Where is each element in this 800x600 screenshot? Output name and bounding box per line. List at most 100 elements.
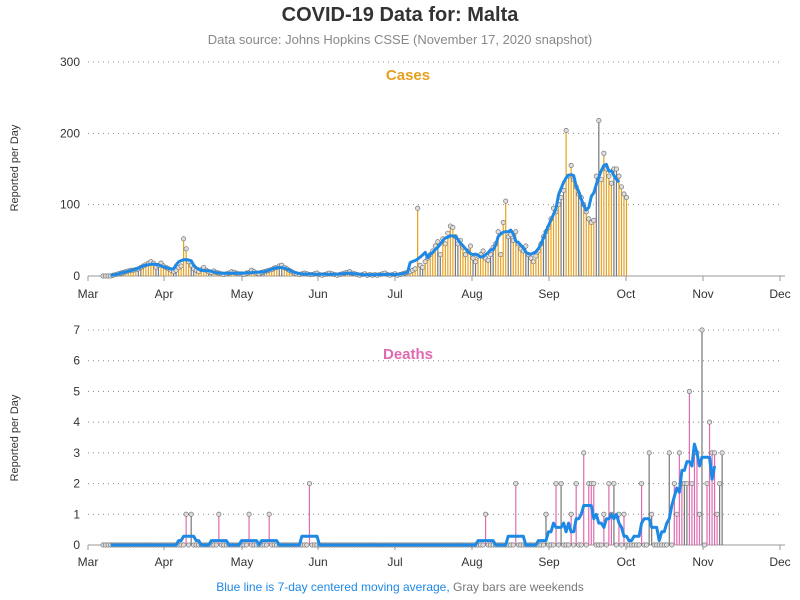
y-tick-label: 6: [73, 354, 80, 368]
x-tick-label: Aug: [461, 555, 482, 569]
chart-title: COVID-19 Data for: Malta: [281, 4, 519, 26]
data-point: [246, 511, 252, 517]
x-tick-label: Sep: [538, 287, 560, 301]
data-point: [578, 542, 584, 548]
data-point: [717, 481, 723, 487]
y-tick-label: 4: [73, 415, 80, 429]
data-point: [636, 542, 642, 548]
data-point: [558, 481, 564, 487]
data-point: [618, 184, 624, 190]
x-tick-label: Sep: [538, 555, 560, 569]
footnote-average-label: Blue line is 7-day centered moving avera…: [216, 580, 450, 594]
data-point: [603, 542, 609, 548]
data-point: [420, 264, 426, 270]
data-point: [719, 450, 725, 456]
data-point: [498, 252, 504, 258]
data-point: [608, 180, 614, 186]
panel-title: Cases: [386, 67, 430, 84]
data-point: [264, 542, 270, 548]
panel-title: Deaths: [383, 346, 433, 363]
data-point: [644, 542, 650, 548]
data-point: [480, 542, 486, 548]
data-point: [244, 542, 250, 548]
y-tick-label: 5: [73, 384, 80, 398]
data-point: [442, 241, 448, 247]
data-point: [415, 205, 421, 211]
data-point: [530, 259, 536, 265]
y-tick-label: 0: [73, 269, 80, 283]
data-point: [183, 511, 189, 517]
data-point: [712, 450, 718, 456]
data-point: [606, 173, 612, 179]
data-point: [213, 542, 219, 548]
y-axis-label: Reported per Day: [9, 124, 21, 211]
data-point: [684, 481, 690, 487]
data-point: [568, 162, 574, 168]
data-point: [571, 542, 577, 548]
y-tick-label: 300: [60, 55, 80, 69]
data-point: [601, 150, 607, 156]
data-point: [450, 224, 456, 230]
data-point: [613, 542, 619, 548]
data-point: [586, 216, 592, 222]
data-point: [649, 511, 655, 517]
data-point: [621, 191, 627, 197]
data-point: [696, 511, 702, 517]
y-tick-label: 1: [73, 507, 80, 521]
data-point: [467, 243, 473, 249]
x-tick-label: Jun: [308, 287, 327, 301]
data-point: [551, 542, 557, 548]
data-point: [618, 542, 624, 548]
data-point: [666, 450, 672, 456]
x-tick-label: May: [231, 555, 254, 569]
y-tick-label: 7: [73, 323, 80, 337]
data-point: [266, 511, 272, 517]
data-point: [664, 542, 670, 548]
data-point: [553, 481, 559, 487]
data-point: [186, 542, 192, 548]
data-point: [435, 239, 441, 245]
y-tick-label: 3: [73, 446, 80, 460]
data-point: [598, 542, 604, 548]
data-point: [181, 236, 187, 242]
data-point: [702, 542, 708, 548]
x-tick-label: Nov: [692, 555, 713, 569]
x-tick-label: Nov: [692, 287, 713, 301]
data-point: [306, 481, 312, 487]
x-tick-label: Aug: [461, 287, 482, 301]
data-point: [601, 511, 607, 517]
data-point: [495, 229, 501, 235]
y-tick-label: 0: [73, 538, 80, 552]
data-point: [591, 217, 597, 223]
footnote-weekend-label: Gray bars are weekends: [453, 580, 584, 594]
x-tick-label: Oct: [617, 555, 636, 569]
data-point: [606, 481, 612, 487]
y-axis-label: Reported per Day: [9, 394, 21, 481]
data-point: [483, 511, 489, 517]
data-point: [669, 542, 675, 548]
x-tick-label: Apr: [155, 287, 174, 301]
data-point: [686, 388, 692, 394]
data-point: [178, 263, 184, 269]
data-point: [510, 542, 516, 548]
data-point: [568, 511, 574, 517]
data-point: [714, 511, 720, 517]
data-point: [480, 248, 486, 254]
data-point: [543, 511, 549, 517]
data-point: [573, 481, 579, 487]
chart-subtitle: Data source: Johns Hopkins CSSE (Novembe…: [207, 32, 593, 47]
y-tick-label: 2: [73, 477, 80, 491]
moving-average-line: [110, 162, 621, 277]
data-point: [503, 198, 509, 204]
x-tick-label: Mar: [78, 287, 99, 301]
data-point: [704, 481, 710, 487]
data-point: [581, 450, 587, 456]
x-tick-label: Mar: [78, 555, 99, 569]
data-point: [699, 327, 705, 333]
data-point: [563, 127, 569, 133]
x-tick-label: May: [231, 287, 254, 301]
x-tick-label: Apr: [155, 555, 174, 569]
y-tick-label: 100: [60, 198, 80, 212]
data-point: [646, 450, 652, 456]
data-point: [611, 481, 617, 487]
